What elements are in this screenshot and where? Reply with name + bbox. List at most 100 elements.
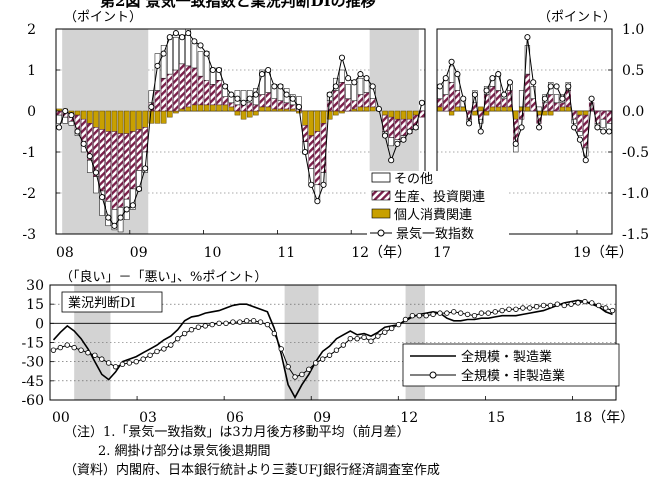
right-bar-consumption-10 <box>495 106 501 112</box>
left-index-point-43 <box>320 181 327 188</box>
right-bar-production-20 <box>553 102 560 112</box>
left-index-point-36 <box>277 83 284 90</box>
legend-marker-nonmanufacturing <box>429 371 437 379</box>
legend-swatch-production <box>371 190 391 201</box>
right-bar-consumption-13 <box>513 110 519 120</box>
lower-series-point-1-20 <box>188 327 195 333</box>
lower-series-point-1-61 <box>471 312 478 319</box>
left-bar-production-51 <box>369 98 376 108</box>
left-index-point-46 <box>338 54 346 61</box>
left-bar-other-0 <box>56 114 62 124</box>
lower-series-point-1-70 <box>533 304 540 310</box>
lower-ytick-label-0: 30 <box>26 278 44 294</box>
right-index-point-8 <box>483 87 490 94</box>
upper-right-ytick-label-0: 1.0 <box>622 22 644 38</box>
left-bar-other-50 <box>363 80 370 93</box>
lower-lines <box>50 298 616 400</box>
right-index-point-17 <box>536 124 543 131</box>
upper-right-xtick-label-0: 17 <box>433 245 451 261</box>
left-bar-consumption-41 <box>308 110 314 136</box>
lower-series-point-1-65 <box>499 307 505 314</box>
lower-series-point-1-1 <box>57 344 64 351</box>
lower-series-point-1-42 <box>340 342 347 348</box>
lower-series-point-1-40 <box>326 352 333 358</box>
lower-series-point-1-56 <box>437 310 443 316</box>
upper-right-ytick-label-3: -0.5 <box>622 145 649 161</box>
upper-left-ytick-label-1: 1 <box>27 63 36 79</box>
left-bar-consumption-35 <box>271 108 278 112</box>
right-bar-production-19 <box>548 94 554 112</box>
left-bar-consumption-40 <box>302 110 308 126</box>
upper-left-ytick-label-5: -3 <box>22 227 36 243</box>
left-bar-production-44 <box>326 100 333 112</box>
right-index-point-4 <box>460 95 467 102</box>
left-index-point-15 <box>148 103 155 110</box>
upper-left-ytick-label-0: 2 <box>27 22 36 38</box>
lower-series-point-1-12 <box>133 358 139 365</box>
lower-series-point-1-60 <box>464 311 471 318</box>
left-bar-consumption-21 <box>185 106 191 112</box>
left-bar-consumption-31 <box>246 110 253 118</box>
left-bar-consumption-20 <box>179 108 185 112</box>
lower-ytick-label-6: -60 <box>21 393 44 409</box>
lower-series-point-1-74 <box>561 302 567 309</box>
left-index-point-54 <box>388 157 395 164</box>
lower-series-point-1-66 <box>506 306 512 312</box>
lower-series-point-1-69 <box>527 305 533 311</box>
right-bar-consumption-21 <box>559 106 566 112</box>
left-index-point-3 <box>74 128 81 135</box>
left-bar-other-1 <box>62 116 68 124</box>
right-bar-production-15 <box>524 73 531 108</box>
legend-label-manufacturing: 全規模・製造業 <box>461 349 552 365</box>
left-bar-production-55 <box>394 118 401 140</box>
lower-series-point-1-11 <box>126 360 133 366</box>
left-bar-consumption-8 <box>105 110 112 132</box>
left-bar-production-7 <box>99 129 105 192</box>
lower-series-point-1-81 <box>609 307 616 314</box>
lower-series-point-1-64 <box>492 309 498 315</box>
left-bar-production-16 <box>154 90 161 112</box>
lower-series-point-1-59 <box>457 310 464 316</box>
left-bar-production-28 <box>228 102 235 108</box>
left-bar-consumption-9 <box>111 110 118 132</box>
left-bar-production-38 <box>290 104 296 110</box>
right-index-point-2 <box>448 58 455 65</box>
left-index-point-26 <box>215 66 223 74</box>
lower-series-point-1-9 <box>112 364 119 370</box>
right-bar-consumption-15 <box>524 106 531 112</box>
right-bar-production-11 <box>501 98 507 108</box>
left-bar-consumption-45 <box>333 110 339 116</box>
legend-label-index: 景気一致指数 <box>396 226 474 242</box>
left-index-point-45 <box>332 83 339 90</box>
right-bar-other-14 <box>518 90 525 108</box>
upper-right-ytick-label-1: 0.5 <box>622 63 644 79</box>
right-index-point-0 <box>436 83 443 90</box>
left-bar-consumption-17 <box>160 110 167 124</box>
lower-series-point-1-68 <box>520 305 526 311</box>
left-bar-consumption-58 <box>413 110 419 116</box>
lower-series-point-1-14 <box>147 352 153 358</box>
lower-series-point-1-46 <box>368 338 374 344</box>
left-bar-other-9 <box>111 209 118 231</box>
left-bar-consumption-53 <box>382 110 388 116</box>
lower-series-point-1-3 <box>71 344 77 351</box>
lower-series-point-1-23 <box>209 321 215 328</box>
left-index-point-51 <box>369 83 376 90</box>
upper-left-xtick-label-2: 10 <box>204 245 222 261</box>
left-bar-production-24 <box>203 80 210 106</box>
right-bar-other-15 <box>524 45 531 75</box>
lower-series-point-1-51 <box>402 316 409 323</box>
right-index-point-10 <box>495 71 502 78</box>
left-bar-consumption-43 <box>320 110 327 124</box>
left-bar-consumption-57 <box>406 110 413 120</box>
legend-swatch-other <box>371 172 391 183</box>
lower-series-point-1-53 <box>416 312 422 319</box>
left-bar-other-6 <box>93 176 99 194</box>
lower-series-point-1-26 <box>230 319 236 325</box>
right-bar-other-7 <box>478 118 484 124</box>
legend-box <box>367 171 509 243</box>
right-bar-other-24 <box>577 131 583 136</box>
lower-title-box <box>61 291 163 313</box>
left-bar-production-48 <box>351 100 358 110</box>
